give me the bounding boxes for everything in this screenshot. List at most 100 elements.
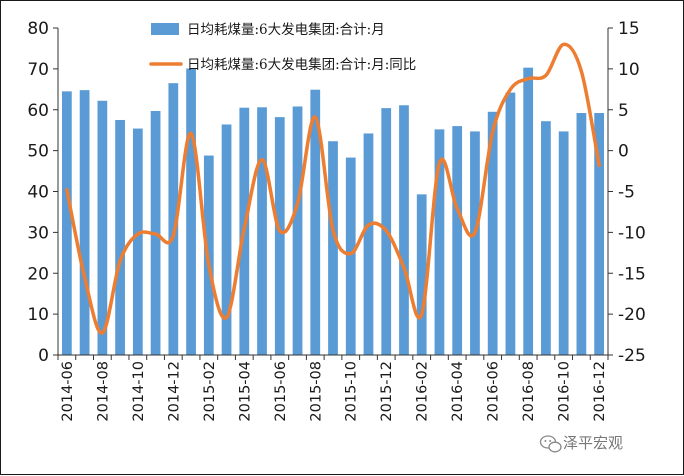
bar-2016-06 <box>487 111 498 355</box>
left-tick-label-20: 20 <box>27 264 49 284</box>
right-tick-label--15: -15 <box>618 264 646 284</box>
x-tick-label-2014-12: 2014-12 <box>166 361 182 422</box>
x-tick-label-2016-12: 2016-12 <box>592 361 608 422</box>
left-y-axis-ticks: 0 10 20 30 40 50 60 70 80 <box>27 19 58 366</box>
x-axis-ticks: 2014-06 2014-08 2014-10 2014-12 2015-02 2015-… <box>57 355 609 422</box>
yoy-point-2015-12 <box>385 229 388 232</box>
yoy-point-2015-04 <box>243 227 246 230</box>
bar-2015-07 <box>292 106 303 355</box>
right-tick-label--5: -5 <box>618 183 635 203</box>
yoy-line <box>65 42 601 335</box>
right-tick-label-0: 0 <box>618 142 629 162</box>
bar-2014-10 <box>132 128 143 355</box>
yoy-point-2015-07 <box>296 202 299 205</box>
yoy-point-2015-01 <box>190 132 192 135</box>
yoy-point-2014-11 <box>154 233 157 235</box>
yoy-point-2014-07 <box>83 276 86 279</box>
line-series <box>65 42 601 335</box>
x-tick-label-2015-04: 2015-04 <box>237 361 253 422</box>
right-tick-label-10: 10 <box>618 60 640 80</box>
bar-2016-04 <box>452 126 463 355</box>
bar-2015-05 <box>257 107 267 355</box>
right-tick-label--25: -25 <box>618 346 646 366</box>
yoy-point-2016-12 <box>598 164 600 167</box>
yoy-point-2014-10 <box>137 233 139 235</box>
yoy-point-2016-06 <box>491 131 494 133</box>
right-tick-label--10: -10 <box>618 223 646 243</box>
bar-2015-01 <box>186 68 196 355</box>
bar-2016-07 <box>505 92 516 355</box>
yoy-point-2015-11 <box>367 224 370 226</box>
x-tick-label-2016-08: 2016-08 <box>521 361 537 422</box>
watermark: 泽平宏观 <box>539 434 623 453</box>
watermark-text: 泽平宏观 <box>563 434 623 452</box>
yoy-point-2015-08 <box>314 116 317 118</box>
left-tick-label-50: 50 <box>27 142 49 162</box>
legend-line-label: 日均耗煤量:6大发电集团:合计:月:同比 <box>187 57 416 73</box>
yoy-point-2014-06 <box>66 189 68 191</box>
yoy-point-2016-02 <box>420 313 423 315</box>
bar-2014-07 <box>79 90 90 355</box>
yoy-point-2016-07 <box>509 88 512 91</box>
x-tick-label-2014-10: 2014-10 <box>131 361 147 422</box>
yoy-point-2014-09 <box>119 260 121 262</box>
left-tick-label-30: 30 <box>27 223 49 243</box>
bar-2016-01 <box>399 105 409 355</box>
bar-2016-09 <box>541 121 551 355</box>
bar-2015-10 <box>345 157 356 355</box>
wechat-icon <box>539 435 562 453</box>
x-tick-label-2016-02: 2016-02 <box>415 361 431 422</box>
yoy-point-2015-05 <box>261 158 263 161</box>
yoy-point-2015-02 <box>208 264 210 266</box>
yoy-point-2016-10 <box>562 43 565 46</box>
legend-bar-label: 日均耗煤量:6大发电集团:合计:月 <box>187 22 385 38</box>
right-tick-label-15: 15 <box>618 19 640 39</box>
x-tick-label-2014-08: 2014-08 <box>95 361 111 422</box>
bar-2016-11 <box>576 113 587 356</box>
x-tick-label-2016-06: 2016-06 <box>486 361 502 422</box>
bar-2016-03 <box>434 129 445 355</box>
x-tick-label-2016-10: 2016-10 <box>557 361 573 422</box>
x-tick-label-2015-08: 2015-08 <box>308 361 324 422</box>
yoy-point-2015-09 <box>332 229 334 231</box>
yoy-point-2014-08 <box>101 332 104 334</box>
left-tick-label-10: 10 <box>27 305 49 325</box>
left-tick-label-0: 0 <box>38 346 49 366</box>
right-tick-label-5: 5 <box>618 101 629 121</box>
yoy-point-2016-03 <box>438 162 441 164</box>
x-tick-label-2015-12: 2015-12 <box>379 361 395 422</box>
bar-2014-12 <box>168 83 179 356</box>
x-tick-label-2014-06: 2014-06 <box>60 361 76 422</box>
x-tick-label-2016-04: 2016-04 <box>450 361 466 422</box>
x-tick-label-2015-06: 2015-06 <box>273 361 289 422</box>
bar-2015-03 <box>221 124 232 355</box>
yoy-point-2014-12 <box>172 234 175 237</box>
bar-series <box>61 67 605 356</box>
bar-2016-10 <box>558 131 569 355</box>
legend: 日均耗煤量:6大发电集团:合计:月 日均耗煤量:6大发电集团:合计:月:同比 <box>149 22 416 73</box>
x-tick-label-2015-10: 2015-10 <box>344 361 360 422</box>
yoy-point-2016-09 <box>545 74 547 77</box>
bar-2016-05 <box>470 131 480 355</box>
bar-2014-06 <box>61 91 72 356</box>
left-tick-label-40: 40 <box>27 183 49 203</box>
yoy-point-2016-11 <box>580 70 583 73</box>
yoy-point-2016-01 <box>403 266 405 269</box>
bar-2015-08 <box>310 89 321 355</box>
bar-2015-09 <box>328 141 338 355</box>
right-y-axis-ticks: -25 -20 -15 -10 -5 0 5 10 15 <box>608 19 646 366</box>
left-tick-label-70: 70 <box>27 60 49 80</box>
bar-2016-12 <box>594 113 605 356</box>
yoy-point-2016-08 <box>527 77 529 80</box>
yoy-point-2016-05 <box>474 231 476 234</box>
yoy-point-2015-06 <box>278 229 281 232</box>
bar-2014-09 <box>115 119 125 355</box>
bar-2016-08 <box>523 67 534 356</box>
x-tick-label-2015-02: 2015-02 <box>202 361 218 422</box>
bar-2016-02 <box>416 194 427 355</box>
bar-2015-11 <box>363 133 374 355</box>
left-tick-label-80: 80 <box>27 19 49 39</box>
bar-2014-08 <box>97 100 108 355</box>
